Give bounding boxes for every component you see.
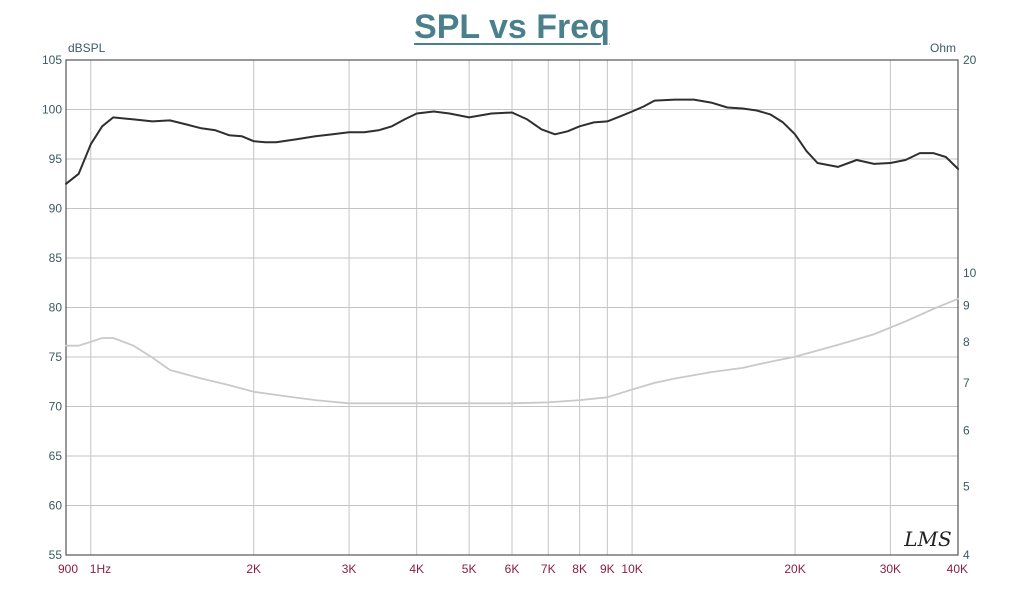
x-tick-label: 20K [784, 562, 805, 576]
y2-tick-label: 8 [963, 335, 970, 349]
impedance-series-line [65, 297, 959, 405]
y-tick-label: 105 [42, 53, 62, 67]
y2-tick-label: 5 [963, 479, 970, 493]
plot-frame [65, 59, 959, 556]
y-tick-label: 60 [49, 499, 63, 513]
y2-tick-label: 7 [963, 376, 970, 390]
x-tick-label: 40K [947, 562, 968, 576]
y2-axis-label: Ohm [930, 41, 956, 55]
x-tick-label: 5K [462, 562, 477, 576]
y-tick-label: 80 [49, 301, 63, 315]
right-axis-ticks: 20 10 9 8 7 6 5 4 [963, 53, 977, 562]
x-tick-label: 8K [572, 562, 587, 576]
y-tick-label: 70 [49, 400, 63, 414]
y2-tick-label: 6 [963, 423, 970, 437]
y-tick-label: 75 [49, 350, 63, 364]
y2-tick-label: 20 [963, 53, 977, 67]
y2-tick-label: 9 [963, 299, 970, 313]
x-tick-label: 1Hz [90, 562, 111, 576]
x-tick-label: 9K [600, 562, 615, 576]
x-tick-label: 2K [246, 562, 261, 576]
x-tick-label: 900 [58, 562, 78, 576]
spl-series-line [65, 98, 959, 185]
y2-tick-label: 4 [963, 548, 970, 562]
chart-title: SPL vs Freq [414, 8, 610, 46]
x-tick-label: 10K [621, 562, 642, 576]
y-tick-label: 95 [49, 152, 63, 166]
grid [66, 59, 958, 556]
x-tick-label: 7K [541, 562, 556, 576]
y-tick-label: 55 [49, 548, 63, 562]
y-tick-label: 100 [42, 103, 62, 117]
y2-tick-label: 10 [963, 266, 977, 280]
y-axis-label: dBSPL [68, 41, 106, 55]
left-axis-ticks: 105 100 95 90 85 80 75 70 65 60 55 [42, 53, 62, 562]
lms-logo: LMS [903, 527, 951, 551]
y-tick-label: 65 [49, 449, 63, 463]
y-tick-label: 85 [49, 251, 63, 265]
series-group [65, 98, 959, 405]
y-tick-label: 90 [49, 202, 63, 216]
x-tick-label: 30K [880, 562, 901, 576]
x-tick-label: 6K [505, 562, 520, 576]
x-tick-label: 4K [409, 562, 424, 576]
x-axis-ticks: 900 1Hz 2K 3K 4K 5K 6K 7K 8K 9K 10K 20K 30K 40K [58, 562, 968, 576]
x-tick-label: 3K [342, 562, 357, 576]
